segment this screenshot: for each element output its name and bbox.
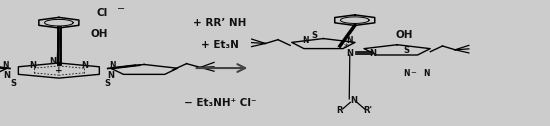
Text: OH: OH <box>396 30 414 40</box>
Text: N: N <box>346 49 353 58</box>
Text: −: − <box>411 70 416 76</box>
Text: N: N <box>30 61 37 70</box>
Text: − Et₃NH⁺ Cl⁻: − Et₃NH⁺ Cl⁻ <box>184 98 256 108</box>
Text: N: N <box>404 69 410 78</box>
Text: N: N <box>49 57 56 66</box>
Text: N: N <box>81 61 88 70</box>
Text: OH: OH <box>91 29 108 39</box>
Text: N: N <box>3 71 10 80</box>
Text: S: S <box>11 79 16 88</box>
Text: + RR’ NH: + RR’ NH <box>193 18 247 28</box>
Text: N: N <box>2 61 9 70</box>
Text: −: − <box>117 4 125 14</box>
Text: S: S <box>311 31 317 40</box>
Text: N: N <box>346 36 353 45</box>
Text: N: N <box>350 96 357 105</box>
Text: N: N <box>108 71 114 80</box>
Text: Cl: Cl <box>96 8 107 18</box>
Text: S: S <box>104 79 110 88</box>
Text: S: S <box>403 46 409 55</box>
Text: +: + <box>55 66 63 75</box>
Text: + Et₃N: + Et₃N <box>201 40 239 50</box>
Text: R: R <box>337 106 343 115</box>
Text: N: N <box>423 69 430 78</box>
Text: *: * <box>344 43 349 53</box>
Text: N: N <box>370 49 376 58</box>
Text: N: N <box>302 36 309 45</box>
Text: N: N <box>109 61 116 70</box>
Text: R': R' <box>363 106 372 115</box>
